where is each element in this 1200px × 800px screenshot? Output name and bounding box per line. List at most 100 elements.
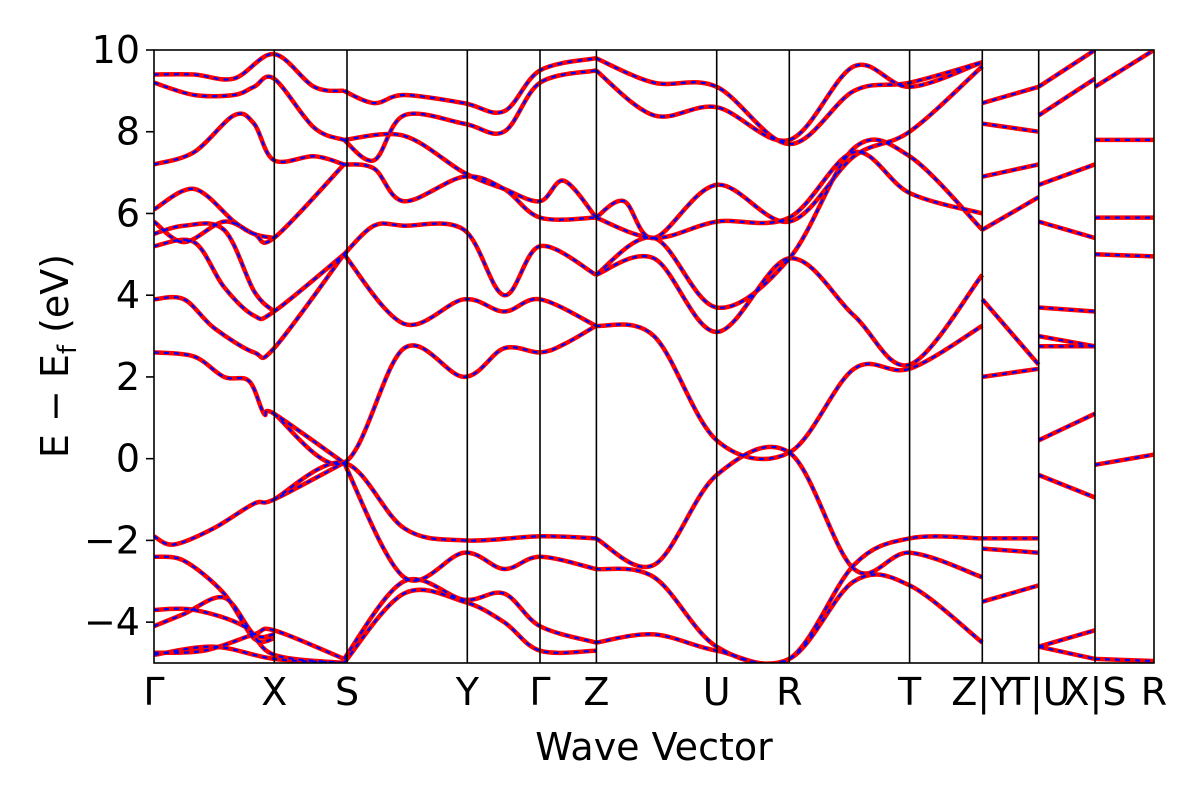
band-red-51 <box>1038 305 1096 314</box>
band-blue-42 <box>982 163 1039 178</box>
x-tick-label-1: X <box>261 670 287 714</box>
band-red-45 <box>1038 628 1096 649</box>
band-blue-40 <box>981 584 1040 603</box>
band-blue-2 <box>154 596 275 639</box>
y-tick-label-7: 10 <box>92 28 140 72</box>
band-blue-15 <box>273 461 597 542</box>
band-red-42 <box>981 162 1040 179</box>
band-red-40 <box>981 583 1040 604</box>
band-blue-0 <box>154 645 345 663</box>
x-axis-label: Wave Vector <box>535 725 773 769</box>
band-blue-11 <box>154 187 275 240</box>
band-blue-36 <box>982 367 1039 378</box>
band-blue-13 <box>154 75 345 141</box>
band-blue-5 <box>154 461 345 546</box>
y-tick-label-6: 8 <box>116 110 140 154</box>
y-tick-label-3: 2 <box>116 355 140 399</box>
band-red-6 <box>154 350 346 465</box>
band-red-43 <box>981 121 1040 134</box>
band-blue-47 <box>1038 473 1096 499</box>
y-tick-label-5: 6 <box>116 191 140 235</box>
band-blue-18 <box>343 578 597 660</box>
y-tick-label-2: 0 <box>116 437 140 481</box>
band-blue-29 <box>595 535 983 663</box>
band-blue-58 <box>1094 253 1154 258</box>
band-blue-23 <box>343 132 597 219</box>
band-red-17 <box>342 461 597 583</box>
band-blue-7 <box>154 253 345 359</box>
band-blue-41 <box>981 196 1040 231</box>
y-axis-label-unit: (eV) <box>33 254 77 333</box>
band-blue-56 <box>1094 657 1154 663</box>
band-red-2 <box>154 594 275 640</box>
band-blue-22 <box>343 163 597 221</box>
y-axis-label: E − Ef (eV) <box>33 254 83 458</box>
band-blue-26 <box>595 445 983 579</box>
band-blue-55 <box>1038 50 1096 88</box>
bands-blue-layer <box>154 50 1154 663</box>
x-tick-label-11: X|S <box>1064 670 1127 715</box>
band-red-7 <box>154 252 346 361</box>
band-blue-33 <box>595 65 984 240</box>
band-blue-54 <box>1038 77 1096 117</box>
y-axis-ticks: −4 −2 0 2 4 6 8 10 <box>84 28 154 644</box>
band-blue-4 <box>154 555 275 643</box>
band-blue-20 <box>343 253 597 327</box>
band-red-44 <box>981 84 1040 106</box>
x-tick-label-6: U <box>703 670 731 714</box>
band-red-14 <box>154 51 345 94</box>
band-blue-50 <box>1038 335 1096 348</box>
x-tick-label-5: Z <box>583 670 609 714</box>
band-blue-61 <box>1094 50 1154 88</box>
band-blue-19 <box>343 588 597 663</box>
band-red-20 <box>342 252 598 328</box>
band-blue-43 <box>982 122 1039 133</box>
x-tick-label-3: Y <box>455 670 480 714</box>
band-blue-16 <box>273 324 597 466</box>
band-blue-52 <box>1038 220 1096 240</box>
band-blue-14 <box>154 53 345 93</box>
y-axis-label-subscript: f <box>53 344 83 354</box>
band-blue-12 <box>154 112 345 166</box>
band-red-39 <box>982 546 1039 555</box>
bands-red-layer <box>154 50 1154 663</box>
band-blue-17 <box>343 462 597 582</box>
band-blue-53 <box>1038 163 1096 186</box>
band-red-56 <box>1094 656 1154 663</box>
band-blue-46 <box>1038 645 1096 660</box>
x-tick-label-9: Z|Y <box>951 670 1014 715</box>
x-tick-label-7: R <box>776 670 802 714</box>
band-blue-24 <box>343 69 597 162</box>
x-tick-label-12: R <box>1141 670 1167 714</box>
band-red-22 <box>343 162 597 222</box>
band-red-58 <box>1094 252 1154 259</box>
band-blue-39 <box>982 547 1039 554</box>
plot-frame <box>153 49 1155 664</box>
band-blue-9 <box>154 222 275 313</box>
band-blue-6 <box>154 351 345 464</box>
band-red-52 <box>1038 219 1096 241</box>
x-tick-label-2: S <box>335 670 359 714</box>
band-red-18 <box>342 577 597 661</box>
band-red-46 <box>1038 644 1096 662</box>
band-red-5 <box>154 460 346 547</box>
band-blue-57 <box>1094 453 1154 466</box>
band-red-24 <box>342 68 597 163</box>
y-tick-label-4: 4 <box>116 273 140 317</box>
band-blue-44 <box>981 85 1040 105</box>
y-axis-label-main: E − E <box>33 354 77 458</box>
y-tick-label-1: −2 <box>84 518 140 562</box>
x-tick-label-8: T <box>897 670 922 714</box>
band-blue-37 <box>981 298 1040 366</box>
x-tick-label-0: Γ <box>143 670 164 714</box>
band-blue-48 <box>1038 412 1096 442</box>
x-axis-ticks: Γ X S Y Γ Z U R T Z|YT|UX|S R <box>143 670 1167 715</box>
band-red-12 <box>154 111 345 167</box>
band-red-36 <box>981 366 1040 380</box>
x-tick-label-10: T|U <box>1006 670 1071 715</box>
band-blue-21 <box>343 222 597 297</box>
band-red-16 <box>272 323 598 467</box>
band-blue-51 <box>1038 306 1096 313</box>
x-tick-label-4: Γ <box>529 670 550 714</box>
